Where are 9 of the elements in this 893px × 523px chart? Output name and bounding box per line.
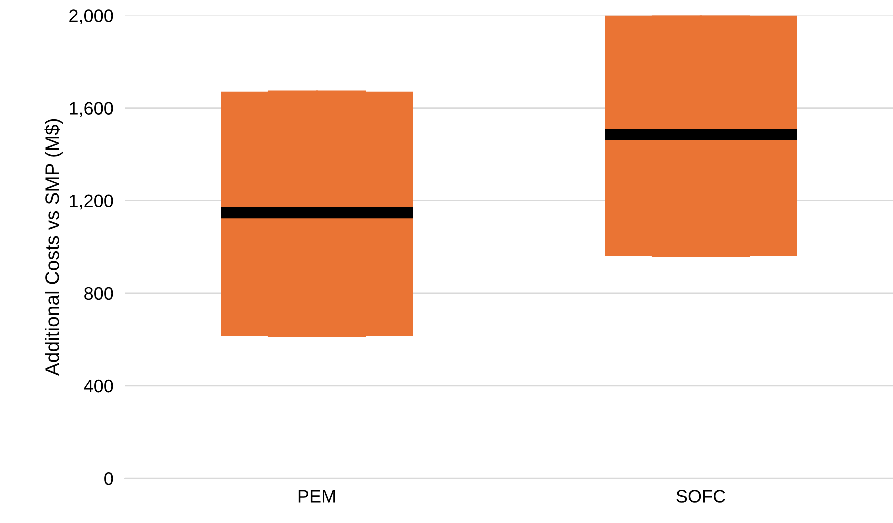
y-tick-label: 0	[104, 472, 114, 486]
y-axis-title: Additional Costs vs SMP (M$)	[44, 119, 64, 376]
x-tick-label: SOFC	[676, 490, 726, 503]
y-tick-label: 1,600	[70, 102, 114, 118]
y-tick-label: 1,200	[70, 194, 114, 210]
x-tick-label: PEM	[298, 490, 336, 503]
y-tick-label: 400	[84, 380, 114, 393]
y-tick-label: 800	[84, 287, 114, 300]
y-tick-label: 2,000	[70, 10, 114, 25]
